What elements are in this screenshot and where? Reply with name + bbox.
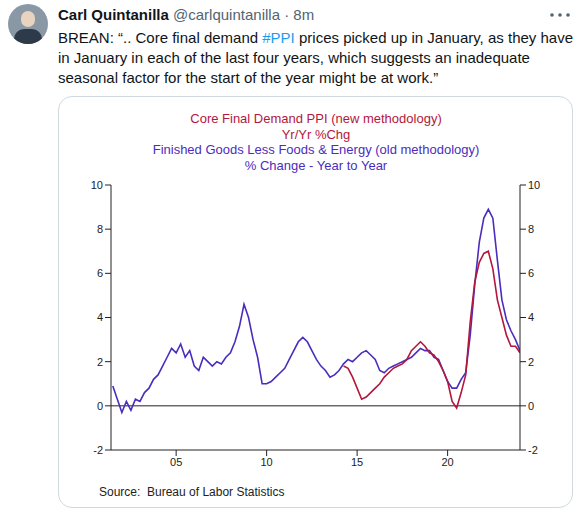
svg-text:10: 10 (261, 456, 273, 468)
html-text:Core Final Demand PPI (new met: Core Final Demand PPI (new methodology) (190, 111, 442, 126)
html-text:Source: Bureau of Labor Statis: Source: Bureau of Labor Statistics (99, 485, 285, 499)
html-text:Carl Quintanilla @carlquintani: Carl Quintanilla @carlquintanilla · 8m (58, 6, 315, 23)
svg-text:15: 15 (351, 456, 363, 468)
html-text:Yr/Yr %Chg: Yr/Yr %Chg (281, 126, 351, 142)
svg-text:6: 6 (528, 267, 534, 279)
svg-text:20: 20 (441, 456, 453, 468)
svg-text:8: 8 (97, 223, 103, 235)
svg-text:10: 10 (528, 179, 540, 191)
svg-text:2: 2 (528, 356, 534, 368)
svg-text:2: 2 (97, 356, 103, 368)
svg-text:0: 0 (528, 400, 534, 412)
html-text:Finished Goods Less Foods & En: Finished Goods Less Foods & Energy (old … (152, 142, 480, 157)
svg-text:05: 05 (170, 456, 182, 468)
svg-text:4: 4 (97, 311, 103, 323)
html-text:BREAN: “.. Core final demand #: BREAN: “.. Core final demand #PPI prices… (58, 29, 573, 86)
svg-text:8: 8 (528, 223, 534, 235)
svg-text:6: 6 (97, 267, 103, 279)
svg-text:-2: -2 (93, 444, 103, 456)
svg-text:10: 10 (91, 179, 103, 191)
html-text:% Change - Year to Year: % Change - Year to Year (244, 157, 388, 173)
svg-text:-2: -2 (528, 444, 538, 456)
svg-text:0: 0 (97, 400, 103, 412)
svg-text:4: 4 (528, 311, 534, 323)
